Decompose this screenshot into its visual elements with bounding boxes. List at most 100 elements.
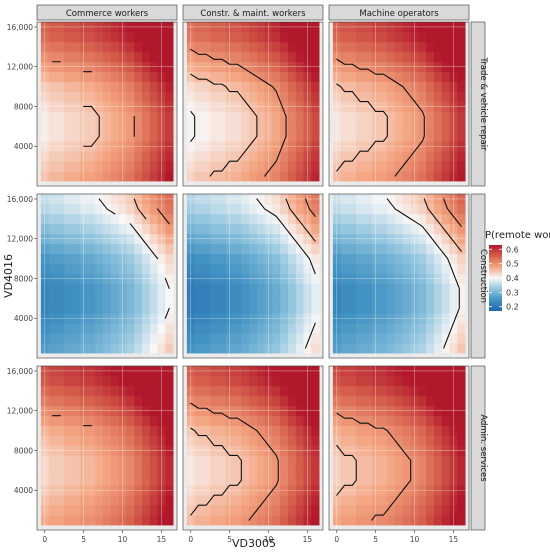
heat-tile [233,253,242,264]
heat-tile [295,283,304,294]
heat-tile [110,385,120,397]
heat-tile [241,505,250,516]
legend-tick-label: 0.2 [506,303,519,312]
heat-tile [142,425,151,436]
heat-tile [249,131,258,142]
heat-tile [256,323,266,334]
heat-tile [149,131,158,142]
heat-tile [126,425,135,436]
heat-tile [202,41,211,53]
heat-tile [218,385,227,397]
heat-tile [280,283,289,294]
heat-tile [218,303,227,314]
heat-tile [379,435,388,446]
heat-tile [402,41,412,53]
heat-tile [426,223,435,235]
heat-tile [364,131,373,142]
heat-tile [387,131,396,142]
heat-tile [256,111,266,122]
contour-line [52,415,92,427]
heat-tile [87,283,96,294]
heat-tile [103,375,112,387]
heat-tile [149,81,158,92]
heat-tile [295,253,304,264]
heat-tile [142,31,151,43]
heat-tile [348,435,357,446]
heat-tile [340,495,349,506]
heat-tile [48,121,57,132]
heat-tile [434,293,443,304]
heat-tile [340,375,349,387]
row-strip-label: Trade & vehicle repair [478,56,488,151]
heat-tile [340,111,349,122]
heat-tile [56,151,65,162]
heat-tile [194,465,203,476]
heat-tile [280,213,289,225]
y-tick-label: 16,000 [7,23,33,32]
heat-tile [418,435,427,446]
heat-tile [402,375,412,387]
heat-tile [194,161,203,172]
heat-tile [210,91,219,102]
heat-tile [457,395,466,407]
heat-tile [379,111,388,122]
heat-tile [95,385,104,397]
heat-tile [280,323,289,334]
heat-tile [356,303,365,314]
heat-tile [295,213,304,225]
heat-tile [103,303,112,314]
column-strip-label: Machine operators [359,9,439,19]
heat-tile [48,91,57,102]
heat-tile [418,425,427,436]
heat-tile [241,111,250,122]
contour-line [190,110,196,142]
contour-line [304,198,316,217]
heat-tile [165,203,174,215]
panel-border [182,365,324,531]
heat-tile [194,515,203,526]
heat-tile [348,91,357,102]
contour-line [336,444,357,496]
heat-tile [311,203,320,215]
heat-tile [280,71,289,83]
heat-tile [364,515,373,526]
heat-tile [64,435,73,446]
heat-tile [311,213,320,225]
heat-tile [218,213,227,225]
heat-tile [95,283,104,294]
heat-tile [72,465,81,476]
heat-tile [402,435,412,446]
heat-tile [387,31,396,43]
heat-tile [95,415,104,427]
heat-tile [95,161,104,172]
heat-tile [87,171,96,182]
heat-tile [402,303,412,314]
heat-tile [95,41,104,53]
heat-tile [418,283,427,294]
heat-tile [288,505,297,516]
heat-tile [149,31,158,43]
heat-tile [340,223,349,235]
heat-tile [202,213,211,225]
heat-tile [256,293,266,304]
heat-tile [457,415,466,427]
heat-tile [340,203,349,215]
heat-tile [110,415,120,427]
heat-tile [64,505,73,516]
heat-tile [387,495,396,506]
heat-tile [194,71,203,83]
heat-tile [402,71,412,83]
heat-tile [64,131,73,142]
heat-tile [233,161,242,172]
y-tick-label: 12,000 [7,407,33,416]
heat-tile [356,131,365,142]
heat-tile [348,51,357,63]
heat-tile [110,263,120,274]
heat-tile [194,475,203,486]
heat-tile [288,343,297,354]
heat-tile [364,495,373,506]
heat-tile [95,71,104,83]
heat-tile [256,121,266,132]
heat-tile [379,343,388,354]
heat-tile [356,495,365,506]
